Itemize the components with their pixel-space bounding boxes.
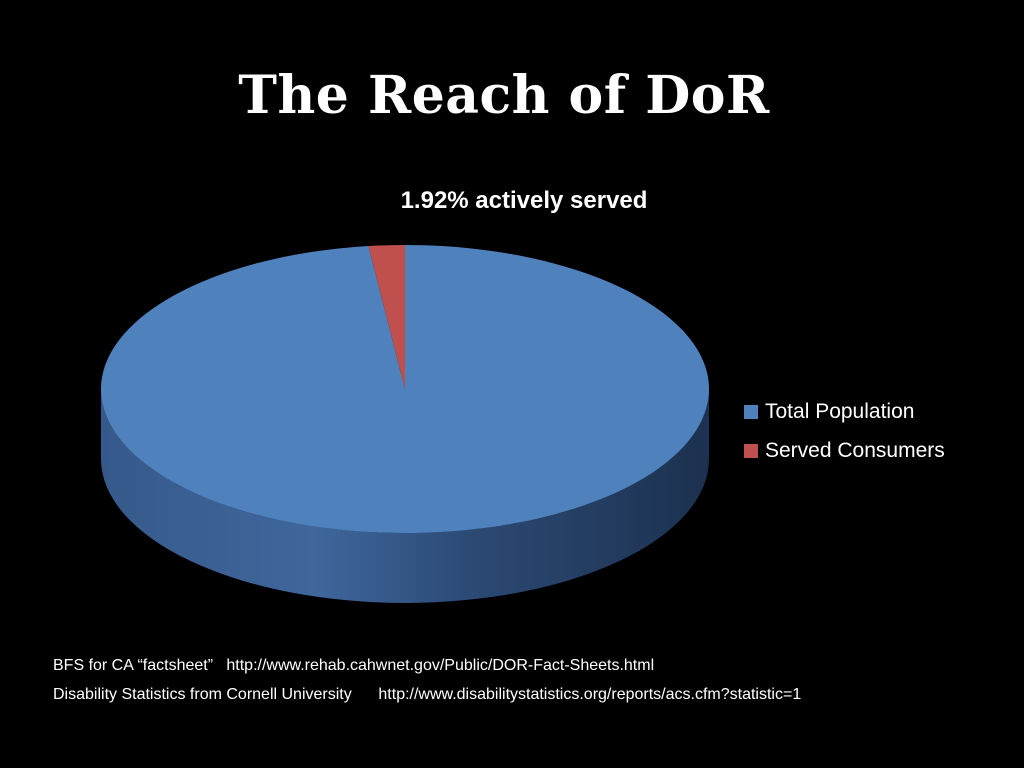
legend-label-total-population: Total Population — [765, 399, 915, 423]
source-line-cornell: Disability Statistics from Cornell Unive… — [53, 686, 802, 703]
legend-item-total-population: Total Population — [744, 392, 945, 431]
legend-swatch-total-population — [744, 404, 758, 419]
legend-label-served-consumers: Served Consumers — [765, 438, 945, 462]
chart-title: 1.92% actively served — [400, 187, 648, 214]
legend-swatch-served-consumers — [744, 443, 758, 458]
source-line-bfs: BFS for CA “factsheet” http://www.rehab.… — [53, 657, 655, 674]
pie-side-total-population — [101, 389, 709, 603]
slide-title: The Reach of DoR — [238, 65, 770, 126]
pie-slice-served-consumers — [368, 245, 405, 389]
legend-item-served-consumers: Served Consumers — [744, 431, 945, 470]
chart-legend: Total Population Served Consumers — [744, 392, 945, 470]
sources: BFS for CA “factsheet” http://www.rehab.… — [53, 653, 801, 711]
